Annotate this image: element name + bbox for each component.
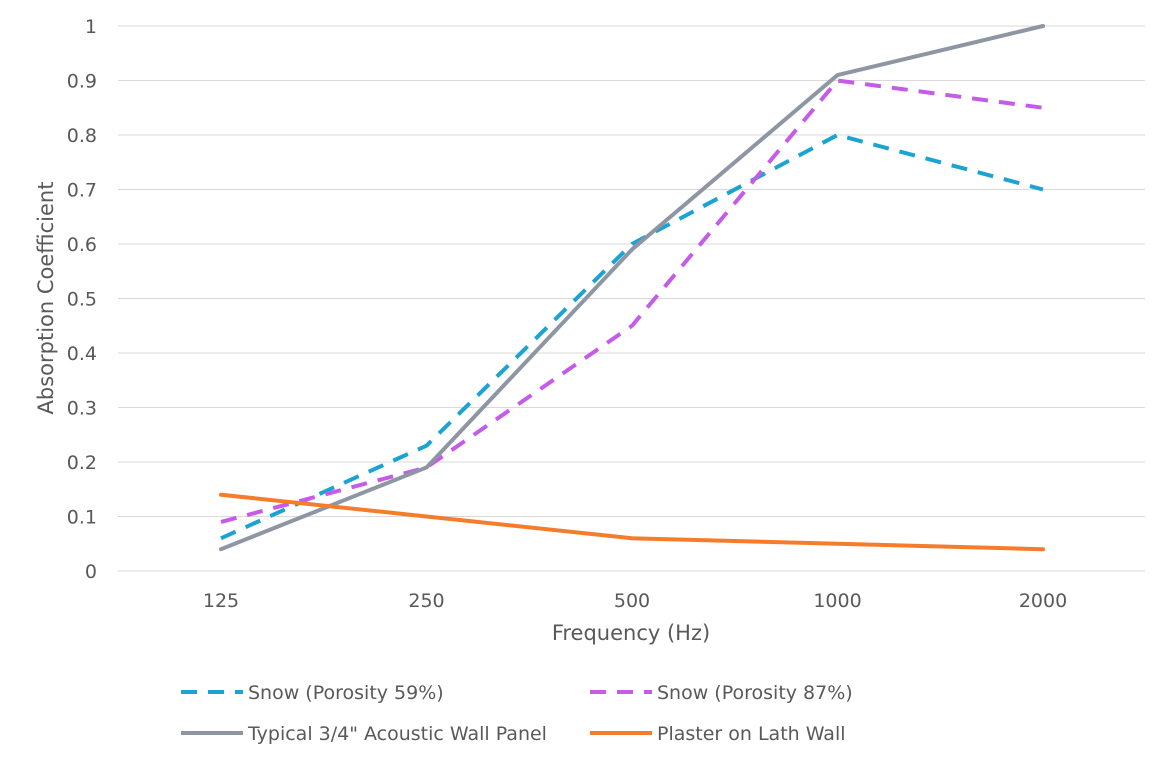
- y-tick-label: 1: [85, 16, 97, 38]
- y-tick-label: 0.9: [67, 71, 97, 93]
- legend-item: Snow (Porosity 59%): [181, 682, 444, 704]
- y-tick-label: 0.3: [67, 398, 97, 420]
- x-axis-title: Frequency (Hz): [552, 621, 710, 645]
- legend: Snow (Porosity 59%) Snow (Porosity 87%) Ty…: [181, 682, 853, 745]
- legend-label: Plaster on Lath Wall: [657, 723, 846, 745]
- gridlines: [118, 25, 1145, 572]
- series-line-4: [219, 492, 1045, 552]
- x-tick-label: 2000: [1019, 590, 1067, 612]
- y-axis-ticks: 0 0.1 0.2 0.3 0.4 0.5 0.6 0.7 0.8 0.9 1: [67, 16, 97, 583]
- legend-item: Snow (Porosity 87%): [590, 682, 853, 704]
- series-line-3: [219, 24, 1045, 552]
- legend-item: Plaster on Lath Wall: [590, 723, 846, 745]
- y-tick-label: 0.1: [67, 507, 97, 529]
- y-tick-label: 0.8: [67, 125, 97, 147]
- x-tick-label: 1000: [813, 590, 861, 612]
- y-tick-label: 0: [85, 561, 97, 583]
- y-tick-label: 0.5: [67, 289, 97, 311]
- legend-label: Typical 3/4" Acoustic Wall Panel: [247, 723, 547, 745]
- series-line-1: [220, 133, 1044, 541]
- series-line-2: [220, 78, 1044, 524]
- legend-label: Snow (Porosity 87%): [657, 682, 853, 704]
- y-tick-label: 0.6: [67, 234, 97, 256]
- y-axis-title: Absorption Coefficient: [34, 182, 58, 415]
- series-lines: [219, 24, 1045, 552]
- y-tick-label: 0.4: [67, 343, 97, 365]
- y-tick-label: 0.2: [67, 452, 97, 474]
- x-tick-label: 125: [203, 590, 239, 612]
- legend-item: Typical 3/4" Acoustic Wall Panel: [181, 723, 547, 745]
- x-tick-label: 250: [408, 590, 444, 612]
- legend-label: Snow (Porosity 59%): [248, 682, 444, 704]
- y-tick-label: 0.7: [67, 180, 97, 202]
- x-axis-ticks: 125 250 500 1000 2000: [203, 590, 1067, 612]
- x-tick-label: 500: [614, 590, 650, 612]
